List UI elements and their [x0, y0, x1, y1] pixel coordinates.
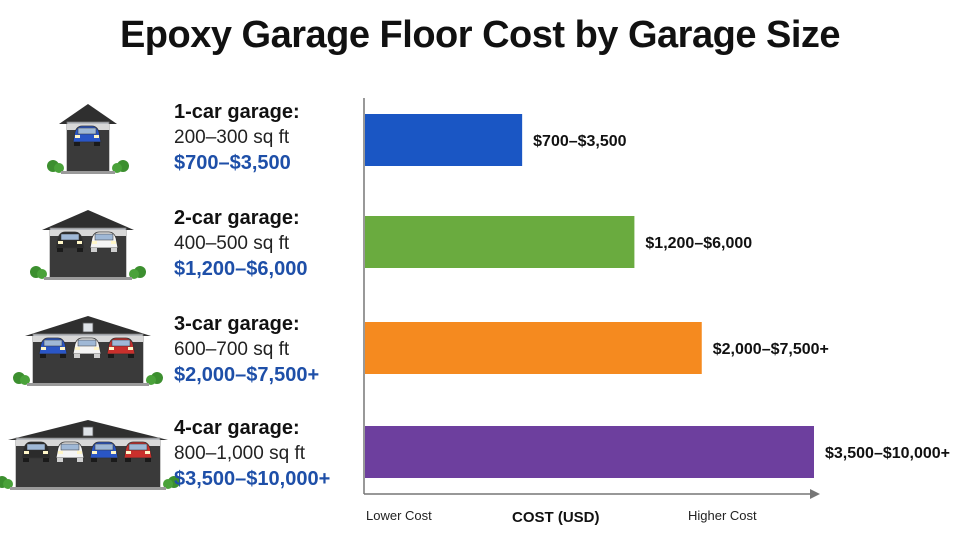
garage-name: 2-car garage: — [174, 207, 300, 229]
car-icon — [55, 441, 85, 462]
garage-icon — [0, 418, 182, 495]
car-icon — [38, 337, 68, 358]
garage-area: 800–1,000 sq ft — [174, 443, 305, 464]
car-icon — [72, 337, 102, 358]
garage-cost: $1,200–$6,000 — [174, 258, 308, 280]
bar — [365, 426, 814, 478]
car-icon — [89, 231, 119, 252]
garage-cost: $2,000–$7,500+ — [174, 364, 320, 386]
chart-title: Epoxy Garage Floor Cost by Garage Size — [119, 14, 841, 56]
bar-data-label: $1,200–$6,000 — [645, 235, 752, 252]
car-icon — [21, 441, 51, 462]
bar-data-label: $700–$3,500 — [533, 133, 627, 150]
garage-name: 1-car garage: — [174, 101, 300, 123]
car-icon — [89, 441, 119, 462]
x-axis-max-label: Higher Cost — [688, 508, 757, 523]
car-icon — [123, 441, 153, 462]
garage-name: 3-car garage: — [174, 313, 300, 335]
garage-cost: $3,500–$10,000+ — [174, 468, 331, 490]
x-axis-title: COST (USD) — [512, 509, 600, 526]
garage-area: 600–700 sq ft — [174, 339, 290, 360]
garage-info: 2-car garage: 400–500 sq ft $1,200–$6,000 — [174, 206, 354, 282]
bar-data-label: $3,500–$10,000+ — [825, 445, 950, 462]
garage-info: 1-car garage: 200–300 sq ft $700–$3,500 — [174, 100, 354, 176]
car-icon — [106, 337, 136, 358]
garage-info: 4-car garage: 800–1,000 sq ft $3,500–$10,0… — [174, 416, 354, 492]
car-icon — [55, 231, 85, 252]
garage-icon — [45, 102, 131, 179]
bar — [365, 114, 523, 166]
bar — [365, 216, 635, 268]
bar — [365, 322, 702, 374]
garage-area: 200–300 sq ft — [174, 127, 290, 148]
garage-info: 3-car garage: 600–700 sq ft $2,000–$7,500+ — [174, 312, 354, 388]
garage-area: 400–500 sq ft — [174, 233, 290, 254]
garage-icon — [28, 208, 148, 285]
x-axis-arrow — [810, 489, 820, 499]
garage-icon — [11, 314, 165, 391]
car-icon — [72, 125, 102, 146]
x-axis-min-label: Lower Cost — [366, 508, 432, 523]
garage-cost: $700–$3,500 — [174, 152, 291, 174]
garage-name: 4-car garage: — [174, 417, 300, 439]
bar-data-label: $2,000–$7,500+ — [713, 341, 829, 358]
